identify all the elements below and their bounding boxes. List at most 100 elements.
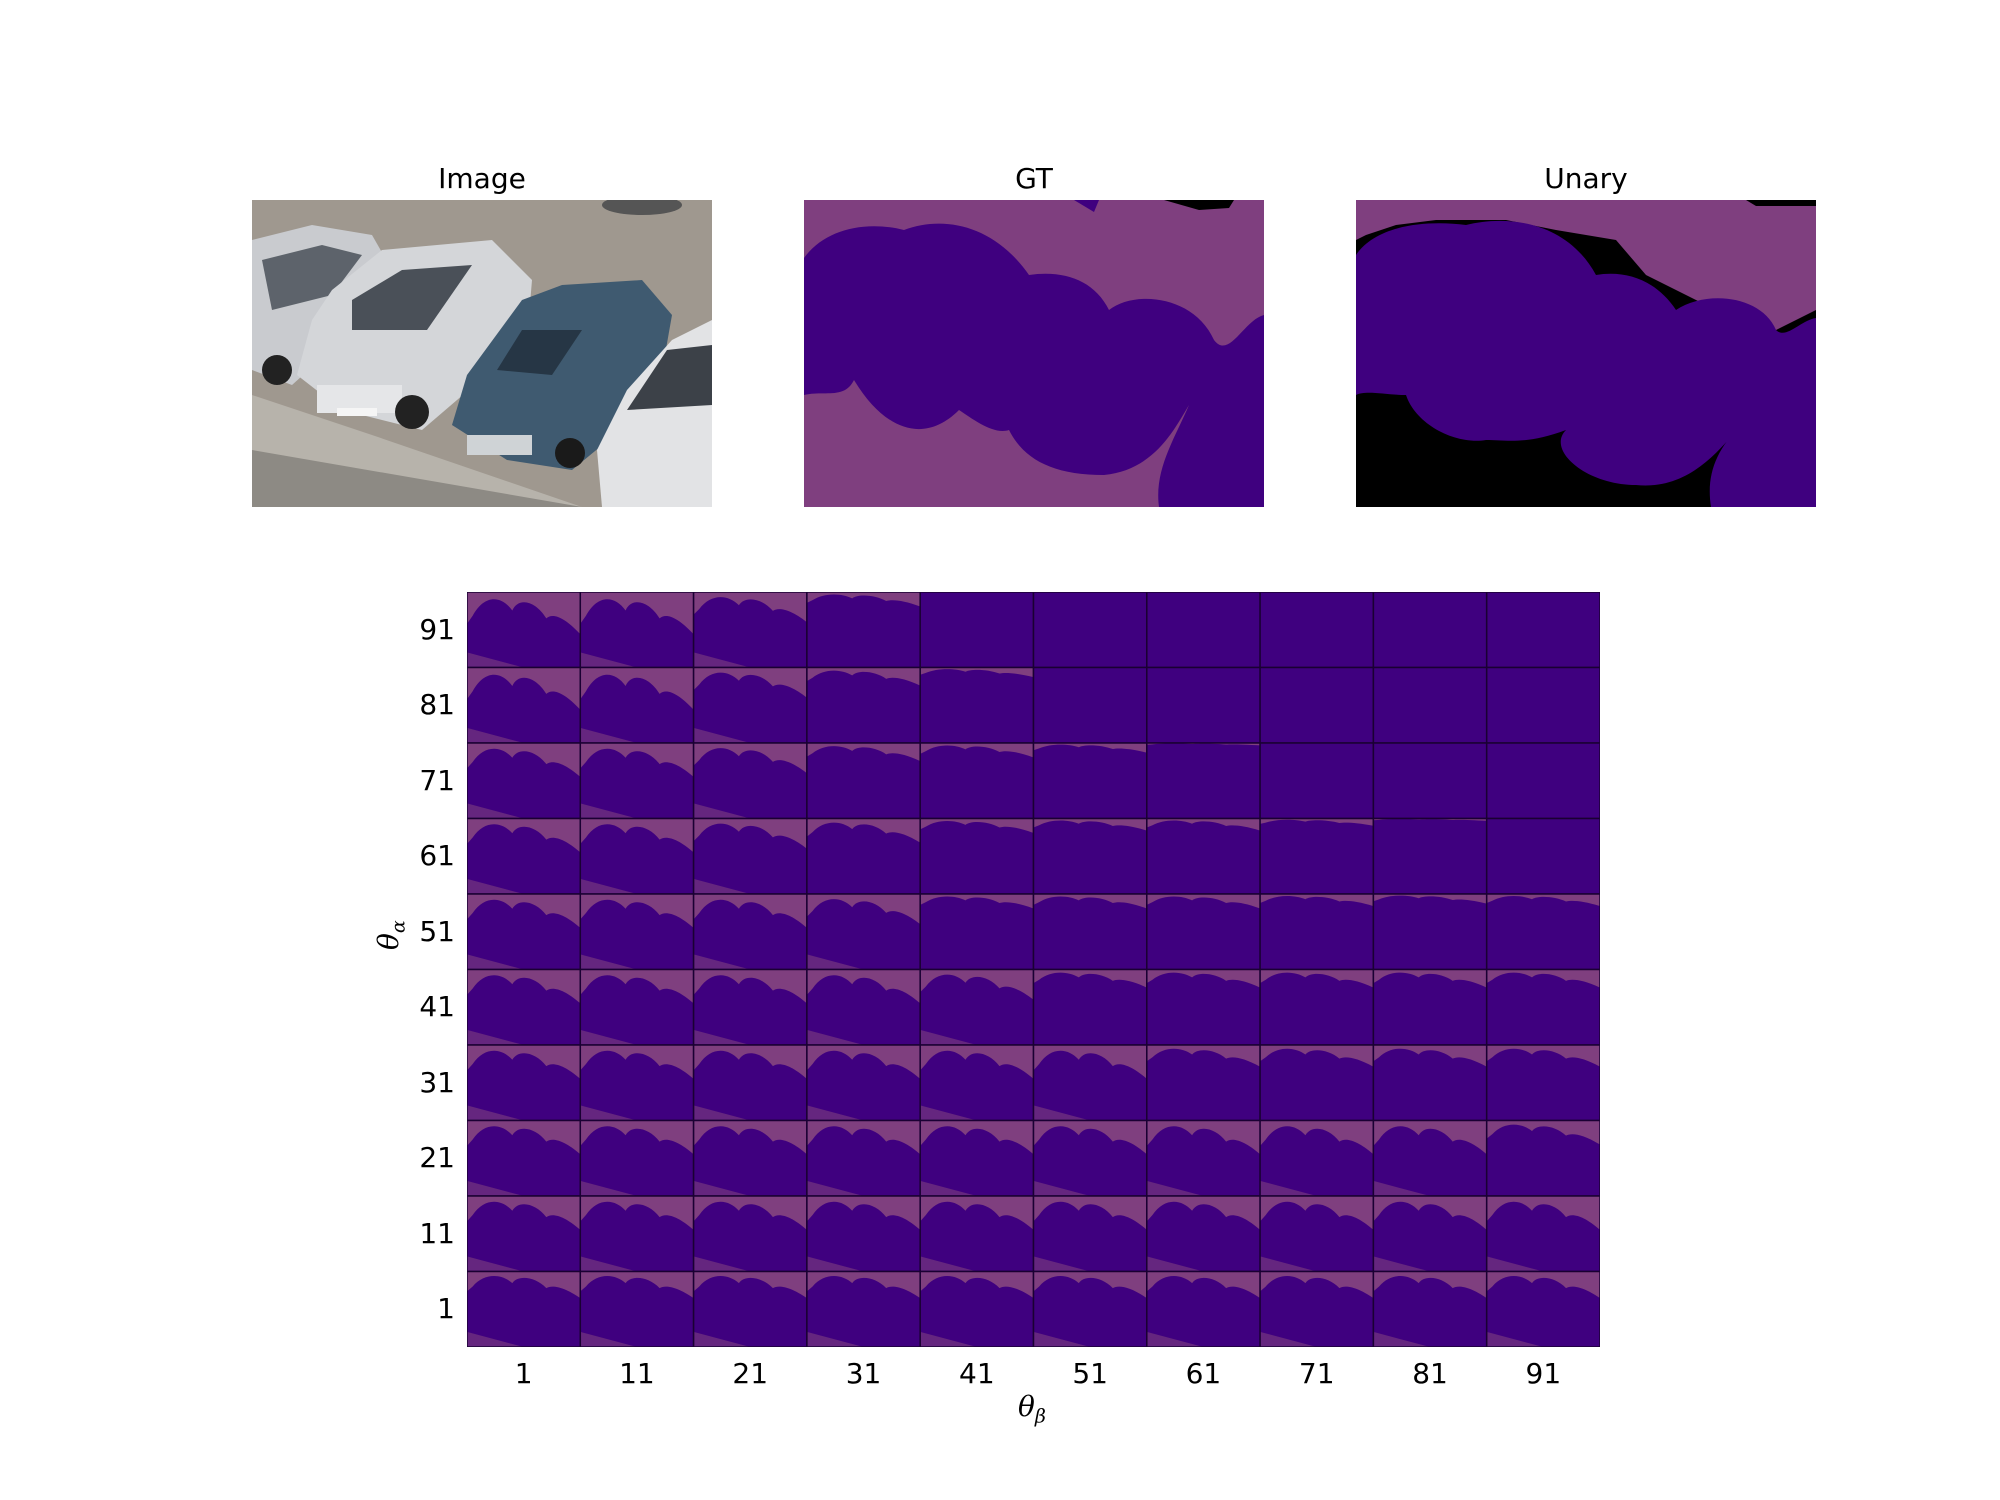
grid-cell (1032, 817, 1148, 895)
grid-cell (1032, 1195, 1148, 1273)
unary-panel-title: Unary (1544, 162, 1628, 195)
grid-cell (1372, 893, 1488, 971)
grid-cell (692, 817, 808, 895)
grid-cell (919, 591, 1035, 669)
grid-cell (1032, 1119, 1148, 1197)
grid-cell (579, 1044, 695, 1122)
grid-cell (919, 666, 1035, 744)
grid-cell (806, 666, 921, 744)
x-tick-label: 91 (1525, 1357, 1562, 1390)
grid-cell (1372, 1195, 1488, 1273)
grid-cell (1259, 817, 1375, 895)
grid-cell (1146, 1044, 1261, 1122)
grid-cell (579, 817, 695, 895)
grid-cell (1259, 1195, 1375, 1273)
grid-cell (1146, 1195, 1261, 1273)
grid-cell (692, 1119, 808, 1197)
grid-cell (806, 742, 921, 820)
grid-cell (579, 968, 695, 1046)
grid-cell (1032, 968, 1148, 1046)
unary-mask (1356, 200, 1816, 507)
grid-cell (1259, 1119, 1375, 1197)
grid-cell (1259, 742, 1375, 820)
grid-cell (806, 1044, 921, 1122)
grid-cell (692, 1195, 808, 1273)
grid-cell (1259, 591, 1375, 669)
grid-cell (692, 666, 808, 744)
y-tick-label: 21 (419, 1141, 455, 1175)
grid-cell (1146, 742, 1261, 820)
grid-cell (1485, 1270, 1601, 1348)
grid-cell (466, 591, 582, 669)
grid-cell (1372, 1119, 1488, 1197)
grid-cell (466, 893, 582, 971)
grid-cell (1146, 666, 1261, 744)
grid-cell (806, 591, 921, 669)
grid-cell (692, 1044, 808, 1122)
grid-cell (1485, 968, 1601, 1046)
grid-cell (1372, 968, 1488, 1046)
y-tick-label: 61 (419, 839, 455, 873)
grid-cell (1485, 1195, 1601, 1273)
grid-cell (1372, 591, 1488, 669)
grid-cell (1485, 742, 1601, 820)
grid-cell (1372, 1270, 1488, 1348)
y-tick-label: 11 (419, 1216, 455, 1250)
gt-panel (804, 200, 1264, 507)
image-panel-title: Image (438, 162, 526, 195)
grid-cell (1032, 1270, 1148, 1348)
x-tick-label: 41 (959, 1357, 995, 1390)
grid-cell (806, 893, 921, 971)
y-tick-label: 1 (437, 1292, 455, 1326)
grid-cell (1372, 817, 1488, 895)
grid-cell (466, 1270, 582, 1348)
grid-cell (1259, 893, 1375, 971)
grid-cell (1146, 591, 1261, 669)
grid-cell (1485, 817, 1601, 895)
grid-cell (806, 968, 921, 1046)
grid-cell (1485, 893, 1601, 971)
y-tick-label: 41 (419, 990, 455, 1024)
grid-cell (466, 742, 582, 820)
car-photo (252, 200, 712, 507)
grid-cell (1032, 742, 1148, 820)
x-tick-label: 31 (845, 1357, 882, 1390)
parameter-grid-svg (466, 591, 1601, 1348)
grid-cell (1372, 742, 1488, 820)
grid-cell (1259, 1044, 1375, 1122)
grid-cell (1032, 1044, 1148, 1122)
grid-cell (579, 742, 695, 820)
grid-cell (466, 1044, 582, 1122)
grid-cell (1485, 1044, 1601, 1122)
grid-cell (1032, 666, 1148, 744)
grid-cell (919, 968, 1035, 1046)
grid-cell (1146, 1270, 1261, 1348)
grid-cell (919, 1044, 1035, 1122)
image-panel (252, 200, 712, 507)
grid-cell (466, 1119, 582, 1197)
x-tick-label: 11 (619, 1357, 655, 1390)
grid-cell (692, 893, 808, 971)
grid-cell (1372, 666, 1488, 744)
grid-cell (919, 1270, 1035, 1348)
grid-cell (466, 817, 582, 895)
grid-cell (1146, 893, 1261, 971)
grid-cell (579, 1195, 695, 1273)
grid-cell (1146, 1119, 1261, 1197)
grid-cell (692, 1270, 808, 1348)
y-axis-label: θα (372, 920, 410, 950)
x-tick-label: 51 (1072, 1357, 1108, 1390)
grid-cell (1372, 1044, 1488, 1122)
grid-cell (466, 666, 582, 744)
grid-cell (1146, 817, 1261, 895)
x-tick-label: 61 (1185, 1357, 1222, 1390)
grid-cell (1032, 893, 1148, 971)
grid-cell (466, 1195, 582, 1273)
y-tick-label: 51 (419, 914, 455, 948)
grid-cell (919, 817, 1035, 895)
x-axis-label: θβ (1018, 1390, 1046, 1428)
grid-cell (579, 666, 695, 744)
x-tick-label: 81 (1412, 1357, 1448, 1390)
x-tick-label: 1 (514, 1357, 533, 1390)
grid-cell (919, 1119, 1035, 1197)
